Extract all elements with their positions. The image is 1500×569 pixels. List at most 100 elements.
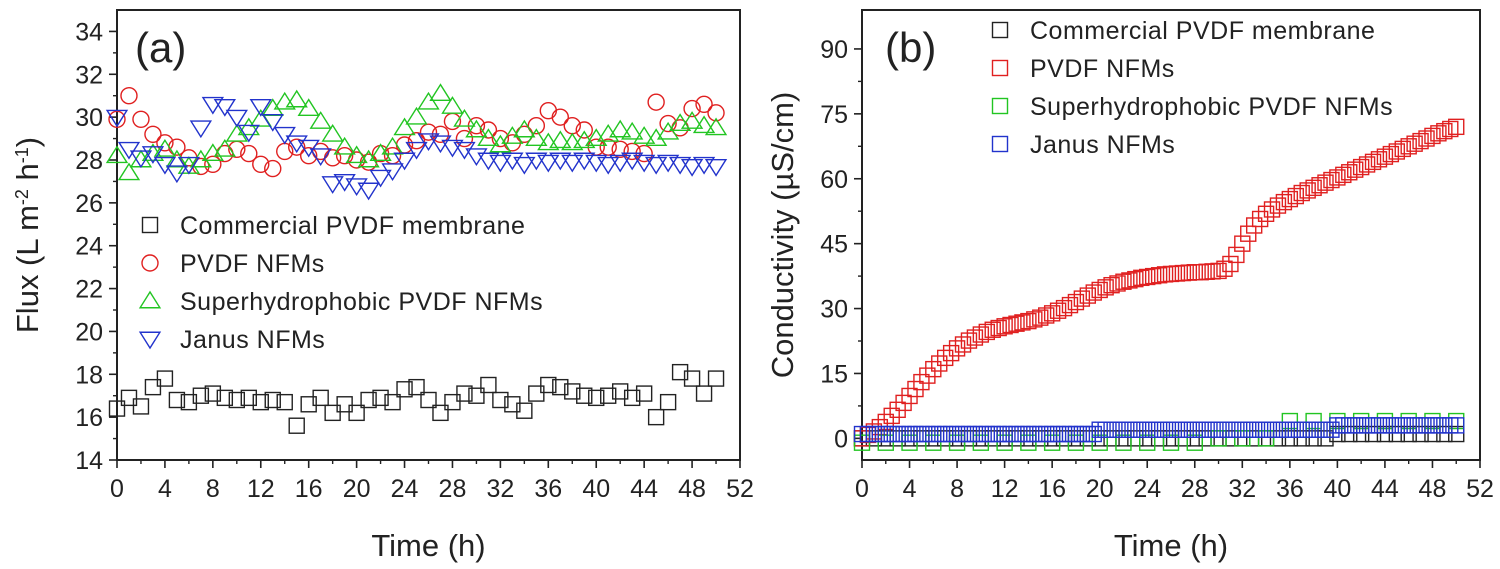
data-point [1317, 421, 1334, 438]
data-point [551, 108, 569, 126]
data-point [948, 430, 966, 447]
data-point [1436, 425, 1453, 443]
data-point [1115, 430, 1132, 447]
data-point [972, 434, 990, 451]
data-point [1121, 272, 1138, 289]
data-point [695, 95, 713, 113]
data-point [1043, 434, 1061, 451]
y-tick-label: 24 [75, 233, 103, 261]
data-point [984, 425, 1001, 443]
data-point [1352, 158, 1370, 176]
data-point [1341, 417, 1358, 434]
data-point [1198, 263, 1215, 280]
data-point [1436, 122, 1453, 140]
data-point [1174, 430, 1192, 447]
data-point [1412, 132, 1429, 150]
data-point [978, 425, 995, 443]
data-point [1186, 434, 1203, 451]
data-point [1257, 430, 1275, 447]
data-point [288, 417, 305, 434]
data-point [120, 389, 138, 407]
data-point [877, 434, 894, 451]
data-point [1257, 205, 1275, 222]
data-point [336, 396, 353, 413]
data-point [479, 121, 498, 139]
data-point [1109, 275, 1126, 292]
data-point [883, 407, 900, 425]
x-tick-label: 40 [582, 475, 610, 503]
data-point [1026, 425, 1043, 443]
data-point [1228, 246, 1245, 264]
data-point [1043, 430, 1061, 447]
x-tick-label: 24 [1133, 475, 1161, 503]
data-point [1008, 315, 1025, 332]
data-point [575, 121, 593, 139]
y-tick-label: 26 [75, 190, 103, 218]
data-point [237, 124, 260, 143]
data-point [1412, 425, 1429, 443]
data-point [1448, 417, 1465, 434]
data-point [1103, 430, 1120, 447]
data-point [1341, 164, 1358, 181]
data-point [901, 434, 918, 451]
y-axis-title-part: h [10, 163, 45, 189]
data-point [1055, 425, 1073, 443]
data-point [1424, 417, 1441, 434]
data-point [1257, 421, 1275, 438]
data-point [369, 169, 392, 188]
data-point [1127, 270, 1144, 288]
data-point [455, 129, 474, 148]
data-point [516, 402, 533, 419]
data-point [647, 408, 665, 426]
data-point [252, 393, 269, 411]
data-point [954, 425, 972, 443]
y-axis-title-superscript: -2 [12, 189, 32, 205]
data-point [381, 136, 404, 155]
data-point [444, 393, 461, 411]
data-point [996, 425, 1013, 443]
data-point [240, 144, 258, 163]
data-point [984, 430, 1001, 447]
data-point [913, 373, 930, 391]
x-tick-label: 48 [1419, 475, 1447, 503]
data-point [1091, 281, 1108, 299]
x-tick-label: 24 [391, 475, 419, 503]
data-point [1305, 412, 1322, 430]
x-tick-label: 8 [950, 475, 964, 503]
data-point [972, 430, 990, 447]
data-point [1329, 425, 1346, 443]
data-point [659, 393, 677, 411]
data-point [1222, 430, 1239, 447]
data-point [309, 148, 332, 167]
data-point [321, 176, 344, 194]
data-point [228, 391, 246, 409]
data-point [324, 404, 341, 422]
legend-marker [991, 59, 1009, 77]
data-point [978, 323, 995, 341]
data-point [1210, 430, 1227, 447]
data-point [1174, 264, 1192, 282]
data-point [1299, 182, 1316, 199]
data-point [1150, 267, 1168, 284]
data-point [1448, 425, 1465, 443]
data-point [609, 119, 632, 138]
data-point [405, 106, 428, 125]
data-point [117, 162, 141, 181]
data-point [1275, 193, 1293, 211]
data-point [919, 367, 936, 384]
data-point [504, 396, 521, 413]
legend-marker [138, 290, 162, 309]
y-tick-label: 14 [75, 447, 103, 475]
data-point [1186, 264, 1203, 281]
data-point [1240, 225, 1257, 242]
y-tick-label: 90 [820, 36, 848, 64]
data-point [333, 136, 356, 155]
y-axis-title: Flux (L m-2 h-1) [10, 137, 45, 333]
x-tick-label: 4 [903, 475, 917, 503]
data-point [165, 165, 189, 184]
data-point [360, 391, 377, 409]
data-point [249, 98, 272, 117]
y-tick-label: 32 [75, 61, 103, 89]
data-point [704, 117, 728, 136]
y-tick-label: 75 [820, 101, 848, 129]
